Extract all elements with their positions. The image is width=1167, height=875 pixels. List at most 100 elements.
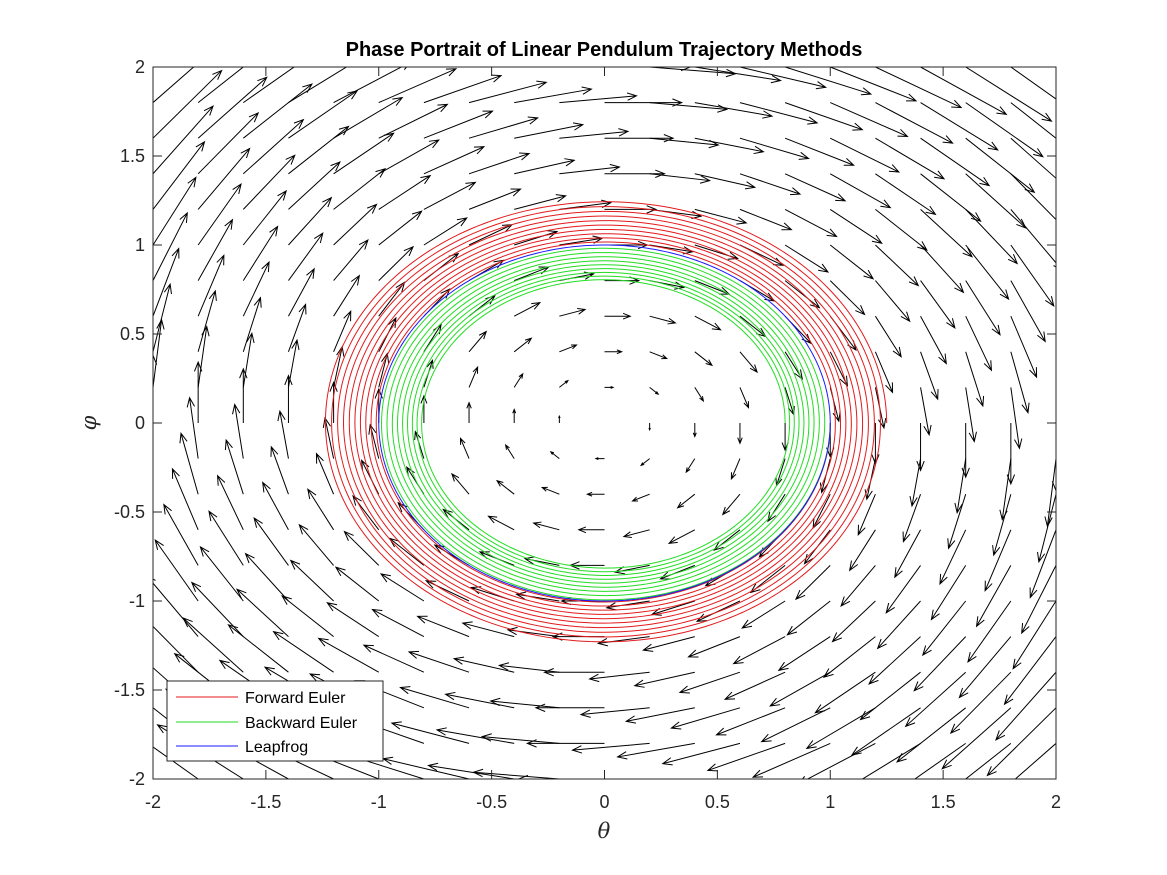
vector-arrow [1055, 245, 1056, 246]
vector-arrow [288, 67, 348, 104]
vector-arrow [423, 217, 468, 246]
vector-arrow [163, 503, 199, 566]
vector-arrow [805, 707, 876, 750]
vector-arrow [262, 481, 289, 531]
vector-arrow [624, 707, 695, 724]
vector-arrow [197, 67, 245, 103]
vector-arrow [859, 671, 921, 721]
vector-arrow [288, 90, 359, 139]
vector-arrow [920, 209, 974, 258]
vector-arrow [588, 671, 650, 683]
vector-arrow [153, 69, 223, 139]
vector-arrow [480, 733, 560, 744]
legend-label-leapfrog: Leapfrog [245, 739, 308, 756]
vector-arrow [1055, 316, 1056, 318]
vector-arrow [153, 282, 172, 352]
vector-arrow [691, 778, 695, 779]
vector-arrow [495, 479, 515, 495]
vector-arrow [694, 208, 748, 225]
vector-arrow [243, 67, 295, 104]
vector-arrow [423, 74, 503, 104]
vector-arrow [407, 650, 470, 673]
vector-arrow [986, 707, 1056, 777]
vector-arrow [378, 68, 458, 104]
vector-arrow [965, 102, 1045, 158]
vector-arrow [913, 636, 967, 692]
vector-arrow [920, 280, 956, 330]
vector-arrow [558, 414, 561, 423]
vector-arrow [390, 721, 470, 744]
vector-field [153, 67, 1056, 779]
series-line-backward-euler [381, 247, 831, 601]
vector-arrow [153, 671, 154, 673]
vector-arrow [739, 208, 793, 231]
vector-arrow [649, 173, 712, 184]
vector-arrow [741, 600, 786, 629]
vector-arrow [649, 102, 729, 113]
vector-arrow [244, 552, 289, 602]
y-axis-label: φ [77, 415, 101, 430]
vector-arrow [239, 367, 248, 423]
vector-arrow [1010, 102, 1056, 139]
vector-arrow [1055, 67, 1056, 68]
vector-arrow [1010, 67, 1056, 100]
vector-arrow [153, 578, 199, 637]
vector-arrow [616, 742, 695, 760]
vector-arrow [739, 67, 828, 90]
vector-arrow [197, 289, 217, 352]
vector-arrow [875, 67, 963, 109]
vector-arrow [1055, 138, 1056, 139]
vector-arrow [381, 756, 470, 779]
vector-arrow [814, 671, 876, 714]
vector-arrow [965, 315, 993, 372]
vector-arrow [604, 312, 632, 320]
vector-arrow [643, 778, 650, 779]
trajectory-lines [324, 201, 888, 643]
vector-arrow [784, 208, 838, 238]
vector-arrow [1044, 458, 1056, 528]
vector-arrow [954, 458, 967, 515]
vector-arrow [920, 244, 965, 294]
vector-arrow [1010, 351, 1030, 414]
vector-arrow [242, 118, 305, 175]
vector-arrow [995, 671, 1056, 741]
vector-arrow [307, 488, 335, 531]
vector-arrow [1003, 636, 1056, 706]
vector-arrow [737, 423, 743, 445]
x-axis-label: θ [598, 819, 611, 843]
vector-arrow [902, 494, 922, 543]
vector-arrow [594, 457, 605, 461]
vector-arrow [642, 636, 695, 652]
vector-arrow [371, 608, 425, 638]
x-tick-label: 2 [1051, 792, 1061, 812]
vector-arrow [769, 671, 831, 707]
vector-arrow [812, 493, 831, 530]
vector-arrow [468, 365, 479, 388]
vector-arrow [694, 67, 782, 84]
vector-arrow [822, 636, 876, 679]
vector-arrow [288, 125, 350, 175]
vector-arrow [224, 438, 244, 495]
vector-arrow [721, 493, 741, 516]
vector-arrow [197, 218, 234, 281]
vector-arrow [284, 374, 293, 423]
vector-arrow [378, 174, 432, 210]
vector-arrow [153, 746, 199, 779]
vector-arrow [585, 491, 605, 497]
vector-arrow [777, 636, 831, 672]
vector-arrow [920, 351, 939, 401]
vector-arrow [920, 102, 999, 151]
vector-arrow [243, 67, 245, 68]
vector-arrow [153, 140, 206, 210]
vector-arrow [939, 529, 967, 586]
vector-arrow [830, 102, 909, 137]
vector-arrow [694, 387, 705, 403]
vector-arrow [227, 624, 289, 673]
vector-arrow [875, 173, 937, 216]
vector-arrow [179, 432, 199, 495]
vector-arrow [941, 707, 1012, 770]
vector-arrow [896, 707, 967, 763]
vector-arrow [579, 707, 650, 718]
vector-arrow [687, 636, 741, 658]
vector-arrow [468, 152, 531, 175]
